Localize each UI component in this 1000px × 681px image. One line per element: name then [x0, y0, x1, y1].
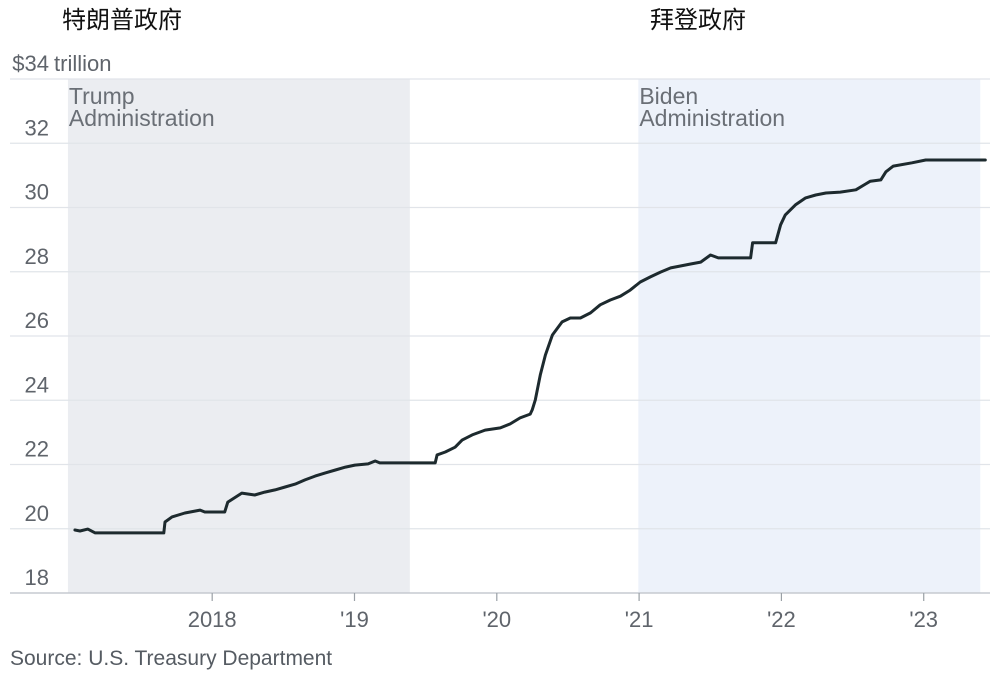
right-header-label: 拜登政府: [650, 6, 746, 34]
x-tick-label: '19: [340, 607, 369, 632]
y-tick-label: 22: [25, 437, 49, 462]
x-tick-label: '21: [625, 607, 654, 632]
y-tick-label: 28: [25, 244, 49, 269]
axes: [10, 592, 990, 601]
y-tick-label: 20: [25, 501, 49, 526]
y-tick-label: 26: [25, 308, 49, 333]
series-line: [73, 158, 987, 535]
y-tick-label: 18: [25, 565, 49, 590]
band-label: Trump: [69, 83, 135, 109]
y-tick-label: 32: [25, 115, 49, 140]
chart-labels: TrumpAdministrationBidenAdministration18…: [12, 51, 938, 632]
x-tick-label: '23: [909, 607, 938, 632]
y-tick-label: 30: [25, 180, 49, 205]
band-label: Administration: [639, 105, 785, 131]
y-tick-label: $34: [12, 51, 49, 76]
x-tick-label: '22: [767, 607, 796, 632]
y-unit-label: trillion: [54, 51, 111, 76]
source-note: Source: U.S. Treasury Department: [10, 647, 332, 670]
y-tick-label: 24: [25, 372, 49, 397]
x-tick-label: '20: [482, 607, 511, 632]
left-header-label: 特朗普政府: [62, 6, 182, 34]
x-tick-label: 2018: [188, 607, 237, 632]
band-label: Biden: [639, 83, 698, 109]
gridlines: [10, 78, 990, 530]
series-layer: [73, 158, 987, 535]
band-label: Administration: [69, 105, 215, 131]
